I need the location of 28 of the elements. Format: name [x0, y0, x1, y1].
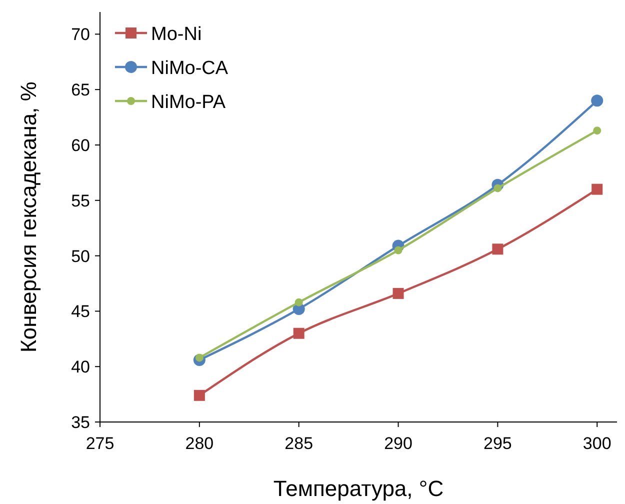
x-tick-label: 280 [185, 434, 214, 453]
point [294, 298, 303, 306]
legend-label: Mo-Ni [151, 24, 202, 45]
y-axis-title: Конверсия гексадекана, % [16, 82, 41, 352]
legend-label: NiMo-PA [151, 92, 226, 113]
x-tick-label: 275 [86, 434, 114, 453]
y-tick-label: 60 [71, 136, 90, 155]
y-tick-label: 40 [71, 358, 90, 377]
point [591, 94, 604, 107]
point [194, 390, 205, 401]
x-tick-label: 295 [484, 434, 512, 453]
point [492, 244, 504, 255]
legend-label: NiMo-CA [151, 58, 228, 79]
point [394, 246, 402, 254]
y-tick-label: 45 [71, 302, 90, 322]
point [392, 288, 404, 299]
y-tick-label: 70 [71, 25, 90, 44]
y-tick-label: 55 [71, 191, 90, 210]
x-tick-label: 290 [384, 434, 412, 453]
x-axis-title: Температура, °C [273, 476, 444, 501]
y-tick-label: 35 [71, 413, 90, 432]
y-tick-label: 50 [71, 246, 90, 266]
point [293, 328, 304, 339]
point [592, 184, 603, 195]
x-tick-label: 300 [582, 434, 612, 453]
x-tick-label: 285 [284, 434, 314, 453]
y-tick-label: 65 [71, 80, 90, 100]
point [593, 126, 602, 135]
